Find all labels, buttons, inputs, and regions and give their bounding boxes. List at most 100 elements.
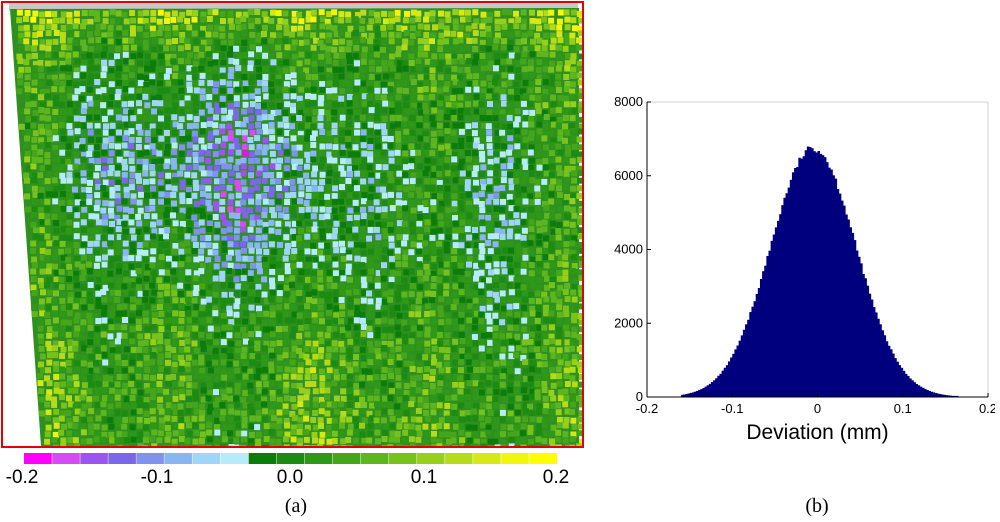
histogram-bar (789, 179, 793, 397)
histogram-bar (804, 150, 808, 397)
colorbar-segment (164, 453, 193, 464)
histogram-bar (768, 250, 772, 397)
histogram-bar (840, 200, 844, 397)
y-tick-label: 0 (636, 389, 643, 404)
histogram-bar (787, 187, 791, 397)
histogram-bar (915, 384, 919, 397)
histogram-bar (819, 153, 823, 397)
histogram-bar (934, 392, 938, 397)
histogram-bar (894, 358, 897, 397)
histogram-bar (836, 189, 840, 397)
deviation-heatmap (3, 3, 582, 446)
histogram-bar (862, 274, 865, 397)
histogram-bar (696, 390, 699, 397)
histogram-bar (774, 227, 778, 397)
histogram-bar (693, 391, 697, 397)
colorbar-tick: 0.2 (542, 467, 570, 488)
histogram-bar (885, 341, 889, 397)
histogram-bar (941, 394, 944, 397)
histogram-bar (902, 370, 906, 397)
histogram-bar (683, 394, 686, 397)
histogram-bar (698, 389, 701, 397)
histogram-bar (872, 307, 876, 397)
histogram-bar (953, 395, 957, 397)
histogram-bar (866, 285, 870, 397)
colorbar-segment (416, 453, 446, 464)
histogram-bar (907, 375, 910, 397)
histogram-bar (745, 324, 748, 397)
y-tick-label: 6000 (614, 168, 643, 183)
histogram-bar (719, 373, 722, 397)
histogram-bar (691, 392, 695, 397)
histogram-bar (909, 378, 912, 397)
histogram-bar (928, 390, 931, 397)
histogram-bar (951, 395, 955, 397)
histogram-bar (847, 219, 850, 397)
histogram-bar (834, 178, 838, 397)
histogram-bar (762, 271, 765, 397)
colorbar-segment (24, 453, 53, 464)
colorbar-segment (192, 453, 221, 464)
histogram-bar (796, 166, 799, 397)
colorbar-segment (52, 453, 81, 464)
histogram-bar (864, 278, 867, 397)
colorbar-segment (220, 453, 250, 464)
histogram-bar (817, 151, 821, 397)
histogram-bar (913, 382, 916, 397)
histogram-bar (766, 255, 769, 397)
histogram-chart: 0 2000 4000 6000 8000 -0.2 -0.1 0 0.1 0.2 Deviatio… (614, 94, 995, 444)
histogram-bar (779, 214, 782, 397)
x-tick-label: -0.1 (721, 401, 743, 416)
histogram-bar (723, 367, 727, 397)
histogram-bar (843, 205, 846, 397)
colorbar-segment (472, 453, 502, 464)
histogram-bar (870, 299, 874, 397)
histogram-bar (832, 175, 835, 397)
histogram-bar (738, 340, 742, 397)
histogram-bar (800, 158, 803, 397)
histogram-bar (887, 345, 891, 397)
histogram-bar (721, 370, 725, 397)
histogram-bar (943, 394, 946, 397)
histogram-bar (896, 361, 899, 397)
x-tick-label: 0.2 (979, 401, 995, 416)
histogram-bar (828, 167, 831, 397)
histogram-bar (715, 378, 718, 397)
histogram-bars (681, 146, 959, 397)
histogram-bar (830, 169, 833, 397)
colorbar-segment (500, 453, 530, 464)
histogram-bar (781, 205, 784, 397)
histogram-bar (732, 353, 735, 397)
histogram-bar (710, 382, 714, 397)
y-tick-label: 2000 (614, 315, 643, 330)
histogram-bar (919, 386, 923, 397)
histogram-bar (892, 353, 895, 397)
colorbar-segment (136, 453, 165, 464)
histogram-bar (687, 393, 691, 397)
x-axis-label: Deviation (mm) (746, 421, 888, 444)
y-tick-label: 8000 (614, 94, 643, 109)
histogram-bar (851, 232, 855, 397)
histogram-bar (883, 335, 887, 397)
histogram-bar (811, 148, 814, 397)
histogram-bar (917, 385, 921, 397)
histogram-bar (794, 167, 797, 397)
colorbar-segment (304, 453, 334, 464)
y-tick-label: 4000 (614, 242, 643, 257)
histogram-bar (753, 301, 757, 397)
histogram-bar (734, 349, 737, 397)
histogram-bar (875, 312, 878, 397)
colorbar-segment (80, 453, 109, 464)
x-tick-label: 0.1 (894, 401, 912, 416)
histogram-bar (806, 146, 810, 397)
histogram-bar (879, 324, 882, 397)
histogram-bar (736, 345, 740, 397)
histogram-bar (900, 367, 904, 397)
x-tick-label: -0.2 (636, 401, 658, 416)
colorbar-segment (332, 453, 362, 464)
colorbar-segment (388, 453, 418, 464)
histogram-bar (706, 385, 710, 397)
histogram-bar (898, 365, 902, 397)
histogram-bar (749, 312, 752, 397)
histogram-bar (881, 330, 884, 397)
